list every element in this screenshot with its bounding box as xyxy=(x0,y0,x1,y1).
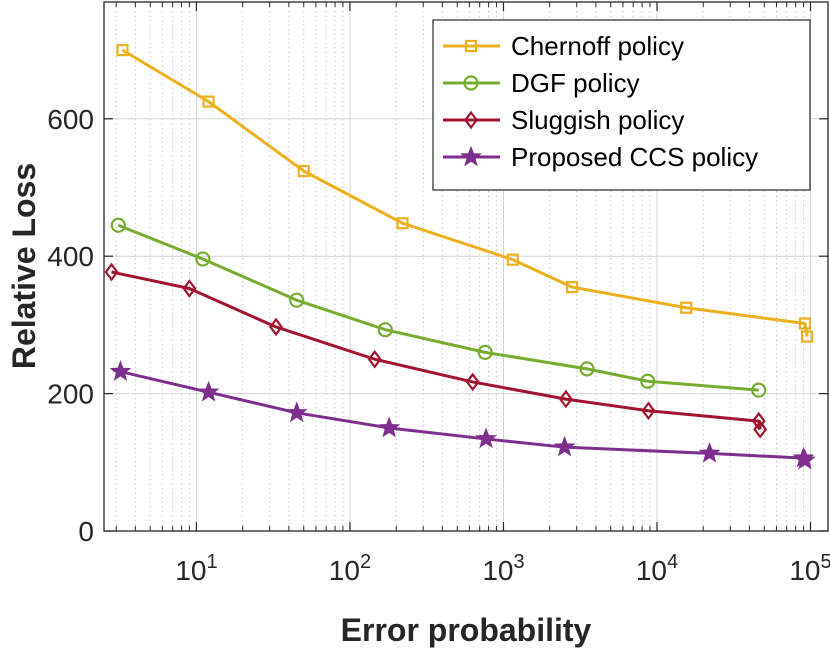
data-point-proposed-ccs-policy xyxy=(109,360,132,381)
legend-label-chernoff-policy: Chernoff policy xyxy=(511,31,684,61)
x-tick-exponent: 3 xyxy=(513,551,524,573)
series-line-chernoff-policy xyxy=(121,48,809,337)
data-point-chernoff-policy xyxy=(202,95,215,108)
data-point-sluggish-policy xyxy=(753,419,768,439)
data-point-sluggish-policy xyxy=(104,262,119,282)
x-tick-base: 10 xyxy=(789,555,820,586)
data-point-dgf-policy xyxy=(477,344,493,360)
x-tick-base: 10 xyxy=(482,555,513,586)
data-point-sluggish-policy xyxy=(558,389,573,409)
x-tick-exponent: 1 xyxy=(206,551,217,573)
legend-label-dgf-policy: DGF policy xyxy=(511,68,640,98)
y-tick-labels: 0 200 400 600 xyxy=(47,104,94,547)
data-point-proposed-ccs-policy xyxy=(197,380,220,402)
data-point-chernoff-policy xyxy=(396,217,409,230)
x-tick-label: 101 xyxy=(175,551,217,586)
x-tick-base: 10 xyxy=(329,555,360,586)
data-point-proposed-ccs-policy xyxy=(553,435,576,457)
y-tick-label: 400 xyxy=(47,241,94,272)
x-tick-exponent: 4 xyxy=(667,551,678,573)
legend-marker-sluggish-policy xyxy=(464,110,478,130)
data-point-dgf-policy xyxy=(195,251,211,267)
series-line-dgf-policy xyxy=(117,223,759,392)
data-point-sluggish-policy xyxy=(751,411,766,431)
data-point-sluggish-policy xyxy=(465,372,480,392)
data-point-chernoff-policy xyxy=(566,281,579,294)
x-tick-base: 10 xyxy=(175,555,206,586)
x-tick-labels: 101 102 103 104 105 xyxy=(175,551,830,586)
series-lines xyxy=(111,48,809,462)
data-point-chernoff-policy xyxy=(297,164,310,178)
data-point-sluggish-policy xyxy=(641,401,656,421)
y-axis-title: Relative Loss xyxy=(6,163,42,369)
data-point-proposed-ccs-policy xyxy=(285,401,308,423)
data-point-sluggish-policy xyxy=(182,279,197,298)
x-tick-exponent: 5 xyxy=(821,551,830,573)
data-point-proposed-ccs-policy xyxy=(698,441,721,463)
data-point-sluggish-policy xyxy=(269,317,284,337)
y-tick-label: 600 xyxy=(47,104,94,135)
legend-marker-proposed-ccs-policy xyxy=(460,145,482,167)
data-point-chernoff-policy xyxy=(116,43,129,57)
data-point-chernoff-policy xyxy=(680,301,693,314)
data-point-chernoff-policy xyxy=(798,317,812,330)
legend-label-proposed-ccs-policy: Proposed CCS policy xyxy=(511,142,758,172)
data-point-dgf-policy xyxy=(377,322,393,338)
data-point-chernoff-policy xyxy=(800,330,814,343)
data-point-proposed-ccs-policy xyxy=(794,448,816,470)
x-tick-exponent: 2 xyxy=(360,551,371,573)
x-axis-title: Error probability xyxy=(341,612,592,648)
legend-entries: Chernoff policy DGF policy Sluggish policy… xyxy=(443,31,758,172)
data-point-chernoff-policy xyxy=(506,253,519,266)
legend-label-sluggish-policy: Sluggish policy xyxy=(511,105,684,135)
legend-box xyxy=(432,19,811,191)
data-point-dgf-policy xyxy=(640,373,656,389)
y-tick-label: 200 xyxy=(47,379,94,410)
series-markers xyxy=(104,43,816,470)
x-tick-label: 105 xyxy=(789,551,830,586)
y-tick-label: 0 xyxy=(78,516,94,547)
data-point-proposed-ccs-policy xyxy=(475,427,497,449)
data-point-dgf-policy xyxy=(579,361,595,377)
series-line-sluggish-policy xyxy=(111,270,762,430)
data-point-dgf-policy xyxy=(289,292,305,308)
plot-frame xyxy=(103,1,829,532)
x-tick-label: 104 xyxy=(636,551,678,586)
data-point-dgf-policy xyxy=(110,217,126,233)
x-tick-label: 102 xyxy=(329,551,371,586)
data-point-sluggish-policy xyxy=(367,349,382,369)
data-point-proposed-ccs-policy xyxy=(378,416,401,438)
x-tick-label: 103 xyxy=(482,551,524,586)
data-point-dgf-policy xyxy=(751,382,767,398)
legend: Chernoff policy DGF policy Sluggish policy… xyxy=(432,19,811,191)
legend-marker-dgf-policy xyxy=(463,75,479,91)
legend-marker-chernoff-policy xyxy=(464,39,478,53)
axis-ticks xyxy=(104,2,828,532)
x-tick-base: 10 xyxy=(636,555,667,586)
